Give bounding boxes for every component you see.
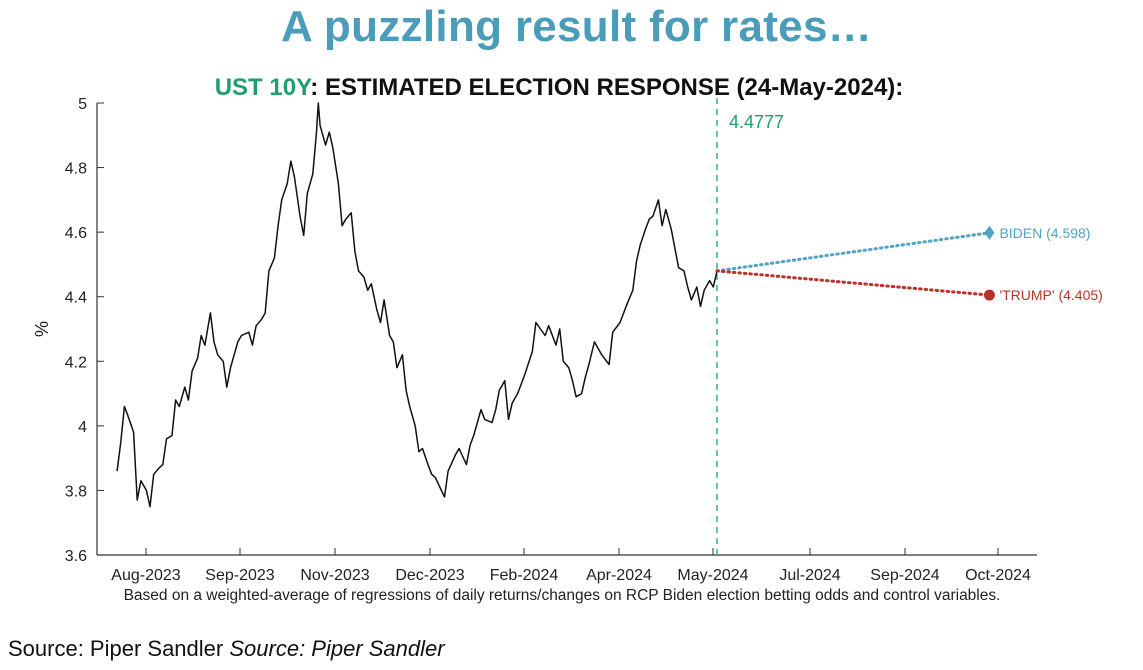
yield-chart: 3.6 3.8 4 4.2 4.4 4.6 4.8 5% Aug-2023 Sep-2023 Nov…	[32, 96, 1103, 584]
chart-title-tag: UST 10Y	[214, 74, 311, 101]
biden-diamond-marker	[984, 225, 995, 240]
y-tick-label: 5	[78, 96, 87, 113]
chart-footnote: Based on a weighted-average of regressio…	[123, 587, 1001, 604]
chart-axes	[96, 103, 1037, 556]
x-tick-label: Dec-2023	[395, 567, 464, 584]
trump-circle-marker	[983, 289, 995, 301]
y-tick-label: 4.2	[65, 354, 87, 371]
projection-line-diamond	[715, 231, 991, 273]
y-tick-label: 3.8	[65, 483, 87, 500]
reference-line-group: 4.4777	[716, 98, 784, 555]
projection-label: BIDEN (4.598)	[999, 225, 1090, 241]
x-tick-label: Apr-2024	[586, 567, 652, 584]
x-tick-label: Oct-2024	[965, 567, 1031, 584]
y-tick-label: 4.4	[65, 290, 87, 307]
chart-ticks: 3.6 3.8 4 4.2 4.4 4.6 4.8 5% Aug-2023 Sep-2023 Nov…	[32, 96, 1031, 584]
x-tick-label: Sep-2024	[870, 567, 939, 584]
chart-title: UST 10Y: ESTIMATED ELECTION RESPONSE (24…	[0, 74, 1118, 102]
reference-value-label: 4.4777	[729, 112, 784, 132]
y-tick-label: 4	[78, 419, 87, 436]
source-italic: Source: Piper Sandler	[229, 636, 445, 661]
projection-line-circle	[715, 269, 991, 297]
y-tick-label: 4.8	[65, 161, 87, 178]
x-tick-label: Sep-2023	[205, 567, 274, 584]
series-group	[116, 102, 718, 508]
page-headline: A puzzling result for rates…	[280, 2, 873, 51]
projection-label: 'TRUMP' (4.405)	[999, 287, 1102, 303]
source-plain: Source: Piper Sandler	[8, 636, 224, 661]
x-tick-label: Feb-2024	[490, 567, 559, 584]
chart-title-text: : ESTIMATED ELECTION RESPONSE (24-May-20…	[310, 74, 904, 101]
y-tick-label: 3.6	[65, 548, 87, 565]
projection-group: BIDEN (4.598) 'TRUMP' (4.405)	[715, 225, 1103, 303]
x-tick-label: Aug-2023	[111, 567, 180, 584]
x-tick-label: May-2024	[677, 567, 748, 584]
y-axis-label: %	[32, 321, 52, 337]
y-tick-label: 4.6	[65, 225, 87, 242]
x-tick-label: Jul-2024	[779, 567, 840, 584]
x-tick-label: Nov-2023	[300, 567, 369, 584]
source-line: Source: Piper Sandler Source: Piper Sand…	[8, 636, 445, 662]
ust10y-series-line	[116, 102, 718, 508]
